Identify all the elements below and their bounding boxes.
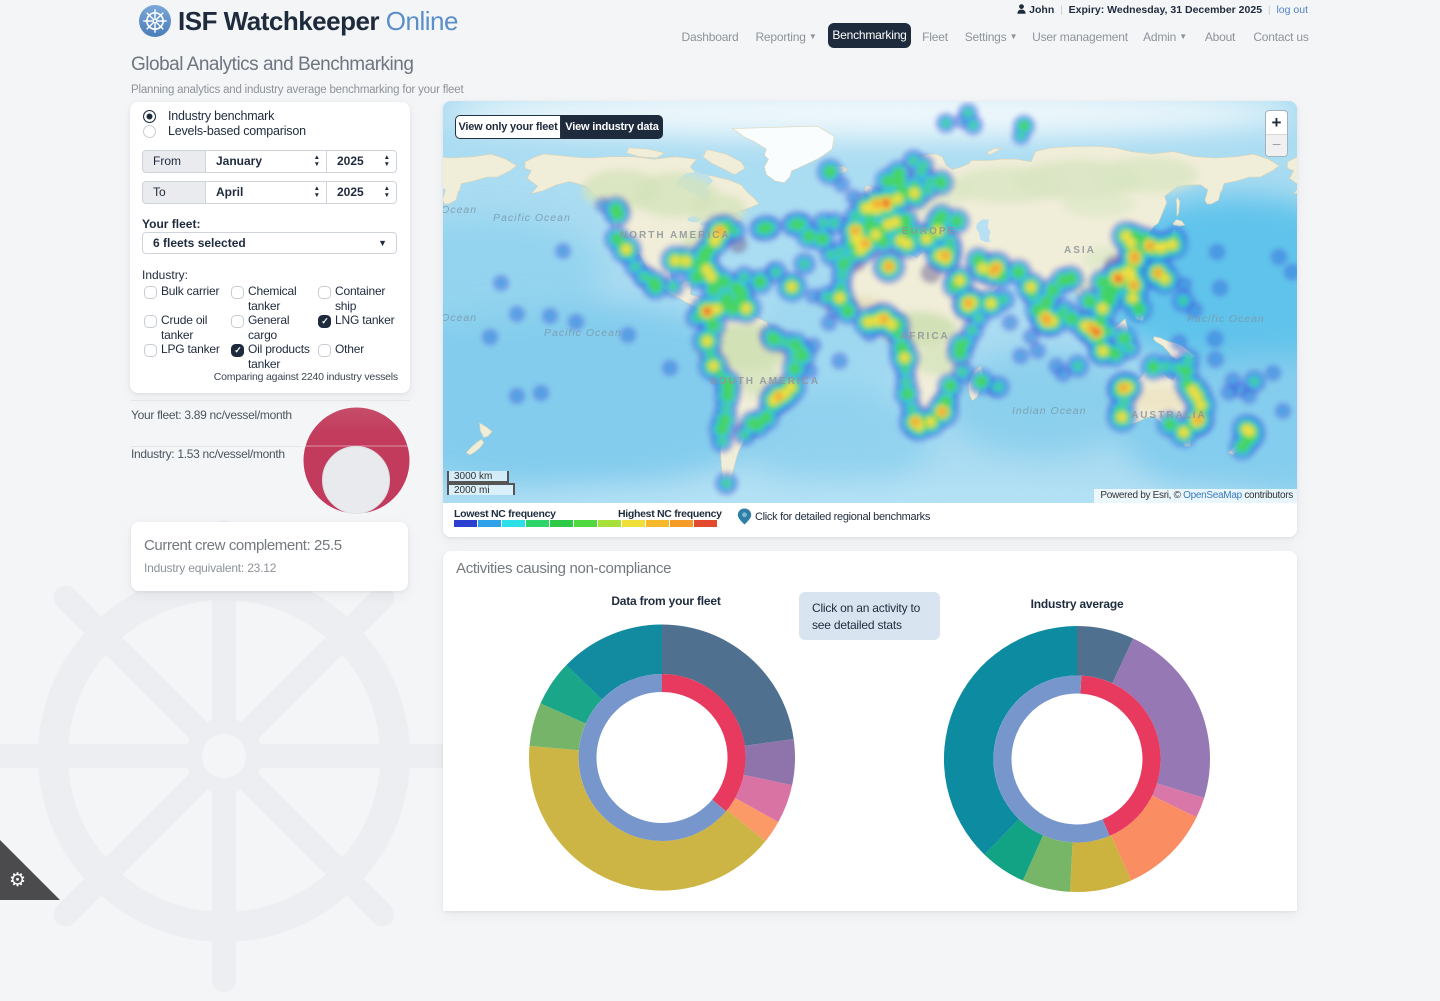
- svg-text:AUSTRALIA: AUSTRALIA: [1131, 410, 1207, 421]
- svg-text:SOUTH AMERICA: SOUTH AMERICA: [710, 376, 820, 387]
- svg-text:NORTH AMERICA: NORTH AMERICA: [620, 230, 731, 241]
- svg-text:ASIA: ASIA: [1064, 245, 1096, 256]
- svg-text:EUROPE: EUROPE: [902, 226, 956, 237]
- svg-text:Pacific Ocean: Pacific Ocean: [493, 212, 571, 224]
- svg-text:Pacific Ocean: Pacific Ocean: [1187, 313, 1265, 325]
- svg-text:Pacific Ocean: Pacific Ocean: [544, 327, 622, 339]
- svg-text:⚙: ⚙: [9, 870, 26, 891]
- svg-text:AFRICA: AFRICA: [900, 331, 950, 342]
- svg-text:c Ocean: c Ocean: [443, 204, 477, 216]
- svg-text:c Ocean: c Ocean: [443, 312, 477, 324]
- svg-text:Indian Ocean: Indian Ocean: [1012, 405, 1086, 417]
